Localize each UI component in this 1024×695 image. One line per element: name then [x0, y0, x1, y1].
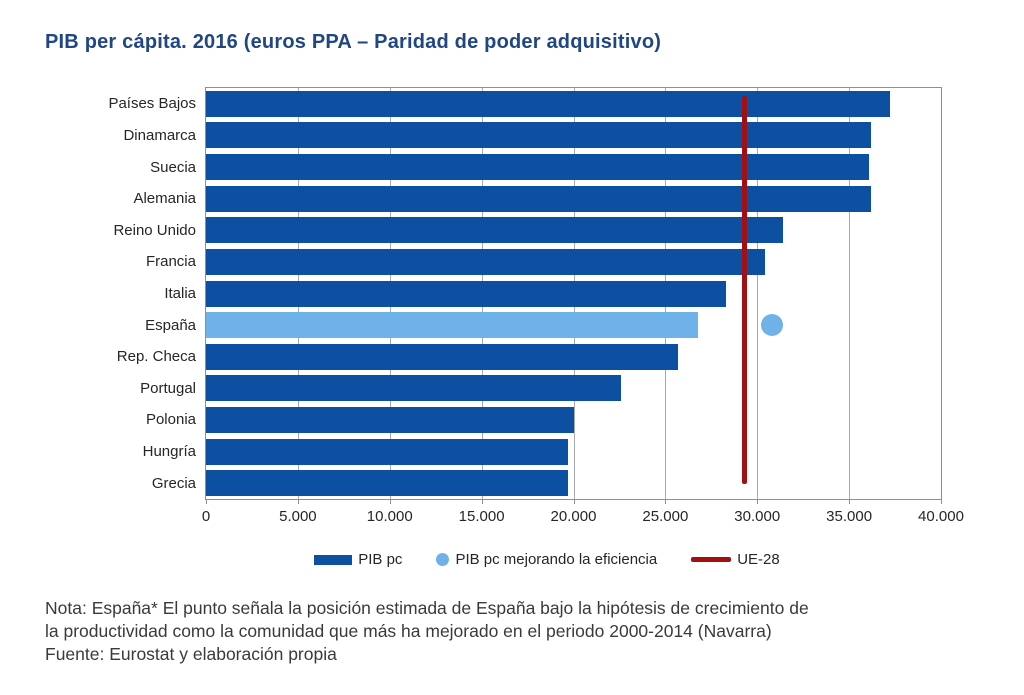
bar-alemania [206, 185, 872, 212]
category-label: Alemania [133, 190, 196, 208]
x-tick-mark [757, 500, 759, 504]
category-label: Reino Unido [113, 221, 196, 239]
category-label: Rep. Checa [116, 348, 196, 366]
category-label: Dinamarca [123, 126, 196, 144]
bar-grecia [206, 470, 568, 497]
category-label: Francia [145, 253, 196, 271]
x-tick-mark [849, 500, 851, 504]
x-axis-ticks [205, 500, 942, 505]
gridline [757, 88, 759, 499]
x-axis-tick-label: 10.000 [366, 508, 413, 525]
x-tick-mark [206, 500, 207, 504]
efficiency-point-marker [760, 314, 783, 337]
bar-swatch-icon [314, 554, 353, 565]
category-label: Grecia [151, 474, 196, 492]
category-label: Polonia [145, 411, 196, 429]
line-swatch-icon [691, 557, 732, 562]
category-axis: Países Bajos Dinamarca Suecia Alemania Reino… [0, 87, 196, 500]
category-label: Suecia [150, 158, 196, 176]
chart-title: PIB per cápita. 2016 (euros PPA – Parida… [45, 31, 662, 53]
category-label: Hungría [142, 443, 196, 461]
reference-line-ue28 [741, 96, 747, 484]
category-label: España [145, 316, 196, 334]
legend-item-pib-pc-eficiencia: PIB pc mejorando la eficiencia [436, 551, 657, 568]
x-axis-tick-label: 25.000 [642, 508, 689, 525]
circle-swatch-icon [436, 553, 450, 566]
bar-hungr-a [206, 438, 568, 465]
bar-portugal [206, 375, 622, 402]
category-label: Italia [164, 284, 196, 302]
x-axis-tick-label: 35.000 [826, 508, 873, 525]
category-label: Portugal [140, 379, 196, 397]
footnote-line-2: la productividad como la comunidad que m… [45, 621, 772, 641]
x-tick-mark [941, 500, 942, 504]
x-axis-labels: 0 5.000 10.000 15.000 20.000 25.000 30.000 35.0… [201, 508, 964, 528]
bar-pa-ses-bajos [206, 90, 890, 117]
bar-dinamarca [206, 122, 872, 149]
x-tick-mark [389, 500, 391, 504]
bar-francia [206, 248, 765, 275]
x-axis-tick-label: 5.000 [279, 508, 317, 525]
bar-reino-unido [206, 217, 783, 244]
legend-item-ue28: UE-28 [691, 551, 780, 568]
x-tick-mark [665, 500, 667, 504]
legend-label: UE-28 [737, 551, 780, 568]
bar-polonia [206, 406, 574, 433]
x-axis-tick-label: 20.000 [550, 508, 597, 525]
bar-espa-a [206, 312, 699, 339]
bar-suecia [206, 154, 870, 181]
x-tick-mark [297, 500, 299, 504]
legend-label: PIB pc [358, 551, 403, 568]
legend-item-pib-pc: PIB pc [314, 551, 402, 568]
category-label: Países Bajos [108, 95, 196, 113]
footnote: Nota: España* El punto señala la posició… [45, 597, 995, 666]
x-axis-tick-label: 0 [201, 508, 211, 525]
gridline [849, 88, 851, 499]
footnote-line-3: Fuente: Eurostat y elaboración propia [45, 644, 337, 664]
legend: PIB pc PIB pc mejorando la eficiencia UE… [0, 551, 1024, 568]
bar-italia [206, 280, 726, 307]
footnote-line-1: Nota: España* El punto señala la posició… [45, 598, 809, 618]
x-tick-mark [573, 500, 575, 504]
plot-area [205, 87, 942, 500]
x-tick-mark [481, 500, 483, 504]
bar-rep-checa [206, 343, 679, 370]
legend-label: PIB pc mejorando la eficiencia [455, 551, 658, 568]
x-axis-tick-label: 30.000 [734, 508, 781, 525]
x-axis-tick-label: 15.000 [458, 508, 505, 525]
x-axis-tick-label: 40.000 [918, 508, 964, 525]
